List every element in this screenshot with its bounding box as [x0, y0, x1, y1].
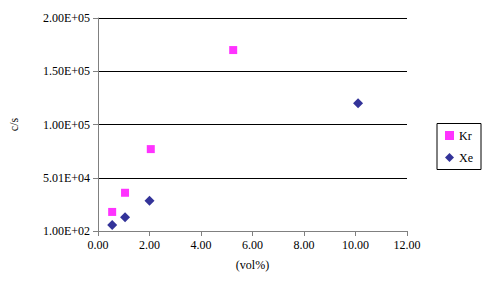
svg-text:12.00: 12.00 [394, 238, 421, 252]
svg-text:2.00: 2.00 [139, 238, 160, 252]
svg-text:6.00: 6.00 [242, 238, 263, 252]
svg-text:4.00: 4.00 [191, 238, 212, 252]
svg-text:5.01E+04: 5.01E+04 [43, 171, 90, 185]
svg-text:c/s: c/s [7, 118, 21, 132]
svg-text:1.00E+05: 1.00E+05 [43, 118, 90, 132]
svg-text:Kr: Kr [459, 129, 472, 143]
svg-text:0.00: 0.00 [88, 238, 109, 252]
svg-text:1.50E+05: 1.50E+05 [43, 64, 90, 78]
svg-text:1.00E+02: 1.00E+02 [43, 224, 90, 238]
svg-text:8.00: 8.00 [294, 238, 315, 252]
svg-text:Xe: Xe [459, 151, 473, 165]
svg-text:(vol%): (vol%) [236, 258, 269, 272]
svg-text:2.00E+05: 2.00E+05 [43, 11, 90, 25]
svg-text:10.00: 10.00 [342, 238, 369, 252]
